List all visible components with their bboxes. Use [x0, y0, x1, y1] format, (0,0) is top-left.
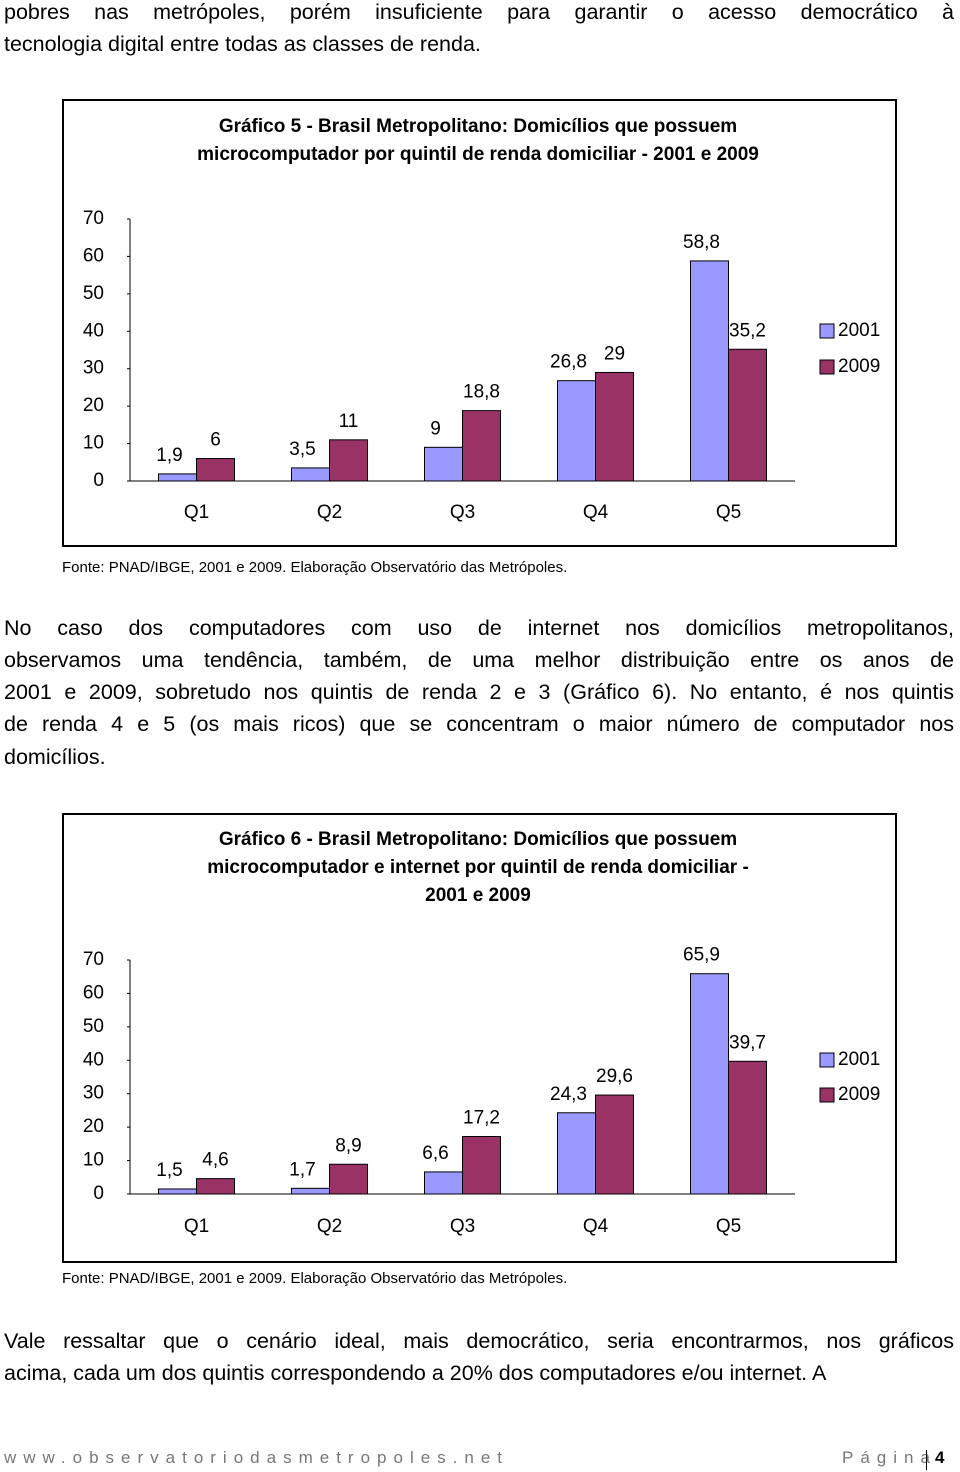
value-label: 29	[604, 343, 625, 364]
value-label: 6,6	[422, 1143, 448, 1164]
value-label: 24,3	[550, 1084, 587, 1105]
bar	[291, 467, 330, 482]
value-label: 8,9	[335, 1135, 361, 1156]
x-tick-label: Q2	[317, 1216, 342, 1237]
x-tick-label: Q1	[184, 502, 209, 523]
y-tick-label: 40	[83, 1049, 104, 1070]
legend-label: 2001	[838, 320, 880, 341]
y-tick-label: 40	[83, 320, 104, 341]
bar	[557, 380, 596, 482]
bar	[690, 260, 729, 482]
chart-source: Fonte: PNAD/IBGE, 2001 e 2009. Elaboraçã…	[62, 559, 568, 576]
text-line: domicílios.	[4, 745, 106, 769]
x-tick-label: Q3	[450, 502, 475, 523]
bar	[462, 1136, 501, 1195]
chart: Gráfico 5 - Brasil Metropolitano: Domicí…	[62, 99, 897, 547]
x-tick-label: Q1	[184, 1216, 209, 1237]
y-tick-label: 0	[93, 470, 104, 491]
legend-label: 2009	[838, 1084, 880, 1105]
value-label: 1,7	[289, 1159, 315, 1180]
chart-frame	[62, 813, 897, 1263]
bar	[424, 446, 463, 482]
legend-label: 2001	[838, 1049, 880, 1070]
legend-swatch	[819, 323, 835, 339]
bar	[595, 371, 634, 482]
value-label: 58,8	[683, 232, 720, 253]
chart-title: microcomputador e internet por quintil d…	[207, 857, 749, 878]
value-label: 29,6	[596, 1066, 633, 1087]
y-tick-label: 30	[83, 358, 104, 379]
text-line: observamos uma tendência, também, de uma…	[4, 648, 954, 672]
y-tick-label: 20	[83, 1116, 104, 1137]
text-line: No caso dos computadores com uso de inte…	[4, 616, 954, 640]
value-label: 17,2	[463, 1108, 500, 1129]
y-tick-label: 0	[93, 1183, 104, 1204]
x-tick-label: Q4	[583, 502, 609, 523]
text-line: de renda 4 e 5 (os mais ricos) que se co…	[4, 712, 954, 736]
bar	[158, 1188, 197, 1195]
bar	[728, 348, 767, 482]
bar	[329, 1163, 368, 1195]
chart-frame	[62, 99, 897, 547]
value-label: 1,9	[156, 445, 182, 466]
chart-title: microcomputador por quintil de renda dom…	[197, 144, 759, 165]
y-tick-label: 60	[83, 982, 104, 1003]
value-label: 3,5	[289, 439, 315, 460]
bar	[595, 1094, 634, 1195]
chart-title: Gráfico 6 - Brasil Metropolitano: Domicí…	[219, 829, 737, 850]
value-label: 4,6	[202, 1150, 228, 1171]
text-line: Vale ressaltar que o cenário ideal, mais…	[4, 1329, 954, 1353]
y-tick-label: 50	[83, 283, 104, 304]
value-label: 65,9	[683, 945, 720, 966]
value-label: 1,5	[156, 1160, 182, 1181]
legend-swatch	[819, 359, 835, 375]
value-label: 6	[210, 430, 221, 451]
legend-swatch	[819, 1052, 835, 1068]
y-tick-label: 70	[83, 208, 104, 229]
chart-source: Fonte: PNAD/IBGE, 2001 e 2009. Elaboraçã…	[62, 1270, 568, 1287]
y-tick-label: 50	[83, 1016, 104, 1037]
text-line: acima, cada um dos quintis correspondend…	[4, 1361, 827, 1385]
bar	[557, 1112, 596, 1195]
chart-title: Gráfico 5 - Brasil Metropolitano: Domicí…	[219, 116, 737, 137]
chart: Gráfico 6 - Brasil Metropolitano: Domicí…	[62, 813, 897, 1263]
bar	[196, 458, 235, 482]
y-tick-label: 70	[83, 949, 104, 970]
x-tick-label: Q4	[583, 1216, 609, 1237]
bar	[196, 1178, 235, 1195]
y-tick-label: 60	[83, 245, 104, 266]
bar	[728, 1060, 767, 1195]
value-label: 11	[339, 411, 359, 432]
footer-page-word: Página	[842, 1448, 937, 1467]
bar	[424, 1171, 463, 1195]
bar	[329, 439, 368, 482]
x-tick-label: Q2	[317, 502, 342, 523]
bar	[462, 410, 501, 482]
value-label: 39,7	[729, 1032, 766, 1053]
value-label: 18,8	[463, 382, 500, 403]
legend-label: 2009	[838, 356, 880, 377]
text-line: 2001 e 2009, sobretudo nos quintis de re…	[4, 680, 954, 704]
y-tick-label: 30	[83, 1083, 104, 1104]
footer-site: www.observatoriodasmetropoles.net	[4, 1448, 510, 1467]
bar	[690, 973, 729, 1195]
y-tick-label: 20	[83, 395, 104, 416]
x-tick-label: Q5	[716, 1216, 741, 1237]
value-label: 9	[430, 418, 441, 439]
footer-separator	[926, 1450, 927, 1470]
footer-page-number: 4	[935, 1448, 952, 1467]
y-tick-label: 10	[83, 433, 104, 454]
chart-title: 2001 e 2009	[425, 885, 531, 906]
legend-swatch	[819, 1087, 835, 1103]
text-line: tecnologia digital entre todas as classe…	[4, 32, 481, 56]
y-tick-label: 10	[83, 1150, 104, 1171]
bar	[158, 473, 197, 482]
value-label: 35,2	[729, 320, 766, 341]
x-tick-label: Q3	[450, 1216, 475, 1237]
bar	[291, 1187, 330, 1195]
text-line: pobres nas metrópoles, porém insuficient…	[4, 0, 954, 24]
value-label: 26,8	[550, 352, 587, 373]
x-tick-label: Q5	[716, 502, 741, 523]
